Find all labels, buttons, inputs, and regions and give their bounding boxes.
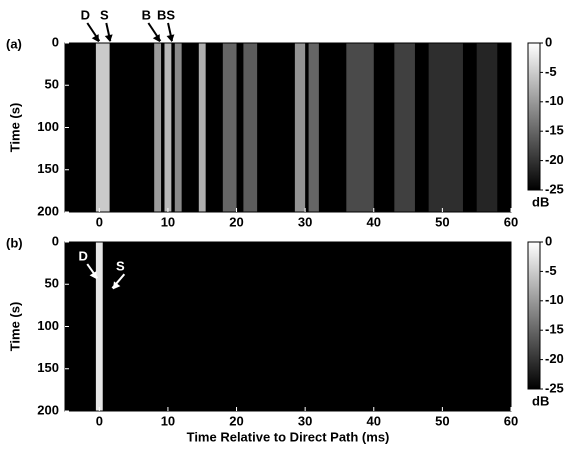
y-tick-label: 0 [52,233,59,248]
streak [294,43,306,212]
x-tick-label: 20 [229,413,243,428]
x-tick-label: 0 [96,214,103,229]
y-tick-label: 100 [37,119,59,134]
y-tick-label: 200 [37,402,59,417]
x-tick-label: 30 [298,214,312,229]
y-tick-label: 50 [45,276,59,291]
colorbar-label: dB [532,393,549,408]
colorbar-tick-label: -20 [545,152,564,167]
colorbar-tick-label: -25 [545,380,564,395]
annotation-label: S [100,7,109,22]
streak [308,43,319,212]
colorbar-tick-label: -10 [545,93,564,108]
annotation-label: D [81,7,90,22]
colorbar-label: dB [532,194,549,209]
colorbar [527,42,541,191]
y-tick-label: 100 [37,318,59,333]
arrow-head [89,271,97,280]
annotation-label: B [142,7,151,22]
arrow-head [112,281,121,290]
y-tick-label: 200 [37,203,59,218]
x-tick-label: 40 [367,413,381,428]
x-tick-label: 10 [161,214,175,229]
x-axis-label: Time Relative to Direct Path (ms) [187,429,390,444]
streak [476,43,498,212]
streak [154,43,162,212]
streak [394,43,415,212]
x-tick-label: 30 [298,413,312,428]
streak [198,43,206,212]
streak [222,43,237,212]
y-tick-label: 150 [37,360,59,375]
y-axis-label: Time (s) [7,103,22,153]
x-tick-label: 40 [367,214,381,229]
colorbar-tick-label: -20 [545,351,564,366]
x-tick-label: 50 [435,413,449,428]
plot-background [65,242,511,411]
streak [428,43,463,212]
annotation-label: BS [157,7,175,22]
colorbar-tick-label: -15 [545,123,564,138]
x-tick-label: 10 [161,413,175,428]
x-tick-label: 60 [504,413,518,428]
streak [243,43,258,212]
colorbar-tick-label: -5 [545,263,557,278]
colorbar-tick-label: 0 [545,34,552,49]
x-tick-label: 20 [229,214,243,229]
panel-label: (b) [6,235,23,250]
y-tick-label: 0 [52,34,59,49]
annotation-label: S [116,259,125,274]
colorbar-tick-label: -5 [545,64,557,79]
y-axis-label: Time (s) [7,302,22,352]
streak [95,43,110,212]
arrow-head [104,34,113,43]
colorbar [527,241,541,390]
streak [346,43,374,212]
annotation-label: D [79,248,88,263]
y-tick-label: 150 [37,161,59,176]
colorbar-tick-label: -10 [545,292,564,307]
x-tick-label: 50 [435,214,449,229]
colorbar-tick-label: -25 [545,181,564,196]
x-tick-label: 60 [504,214,518,229]
colorbar-tick-label: 0 [545,233,552,248]
streak [174,43,182,212]
panel-label: (a) [6,36,22,51]
arrow-head [91,34,99,43]
streak [164,43,172,212]
y-tick-label: 50 [45,77,59,92]
arrow-head [166,34,175,43]
arrow-head [152,34,160,43]
x-tick-label: 0 [96,413,103,428]
streak [95,242,103,411]
colorbar-tick-label: -15 [545,322,564,337]
